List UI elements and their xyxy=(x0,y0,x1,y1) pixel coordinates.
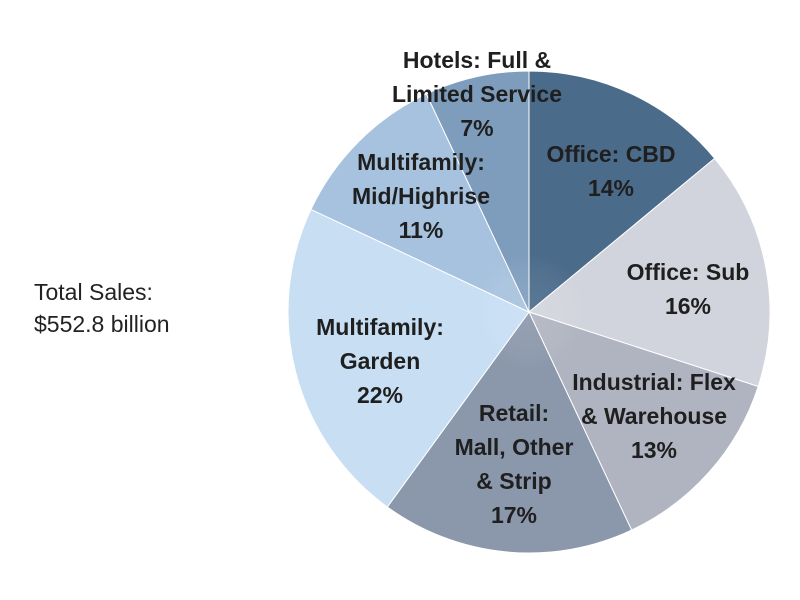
pie-slice-0 xyxy=(528,70,716,314)
pie-slice-2 xyxy=(528,311,759,531)
slice-name-label: Multifamily: xyxy=(316,314,444,340)
total-sales-label: Total Sales: $552.8 billion xyxy=(34,276,170,340)
slice-label-3: Retail: Mall, Other & Strip 17% xyxy=(455,400,574,528)
slice-percent-label: 16% xyxy=(665,293,711,319)
total-sales-value: $552.8 billion xyxy=(34,311,170,337)
slice-label-6: Hotels: Full & Limited Service 7% xyxy=(392,47,562,141)
slice-name-label: Hotels: Full & xyxy=(403,47,551,73)
total-sales-caption: Total Sales: xyxy=(34,279,153,305)
pie-slice-1 xyxy=(527,157,771,388)
slice-name-label: Retail: xyxy=(479,400,549,426)
slice-label-5: Multifamily: Mid/Highrise 11% xyxy=(352,149,490,243)
pie-slice-6 xyxy=(425,70,530,313)
slice-name-label: Limited Service xyxy=(392,81,562,107)
slice-percent-label: 11% xyxy=(399,217,444,243)
slice-name-label: & Warehouse xyxy=(581,403,727,429)
slice-percent-label: 13% xyxy=(631,437,677,463)
slice-label-4: Multifamily: Garden 22% xyxy=(316,314,444,408)
slice-name-label: Garden xyxy=(340,348,421,374)
pie-slice-3 xyxy=(386,311,633,554)
slice-name-label: Office: Sub xyxy=(627,259,750,285)
slice-label-0: Office: CBD 14% xyxy=(546,141,675,201)
pie-center-highlight xyxy=(471,254,587,370)
slice-name-label: Mall, Other xyxy=(455,434,574,460)
slice-percent-label: 22% xyxy=(357,382,403,408)
slice-name-label: Industrial: Flex xyxy=(572,369,736,395)
slice-name-label: Multifamily: xyxy=(357,149,485,175)
slice-label-2: Industrial: Flex & Warehouse 13% xyxy=(572,369,736,463)
slice-percent-label: 14% xyxy=(588,175,634,201)
slice-name-label: Mid/Highrise xyxy=(352,183,490,209)
slice-percent-label: 7% xyxy=(460,115,493,141)
pie-slice-5 xyxy=(310,93,531,314)
slice-name-label: & Strip xyxy=(476,468,551,494)
slice-percent-label: 17% xyxy=(491,502,537,528)
slice-name-label: Office: CBD xyxy=(546,141,675,167)
slice-label-1: Office: Sub 16% xyxy=(627,259,750,319)
